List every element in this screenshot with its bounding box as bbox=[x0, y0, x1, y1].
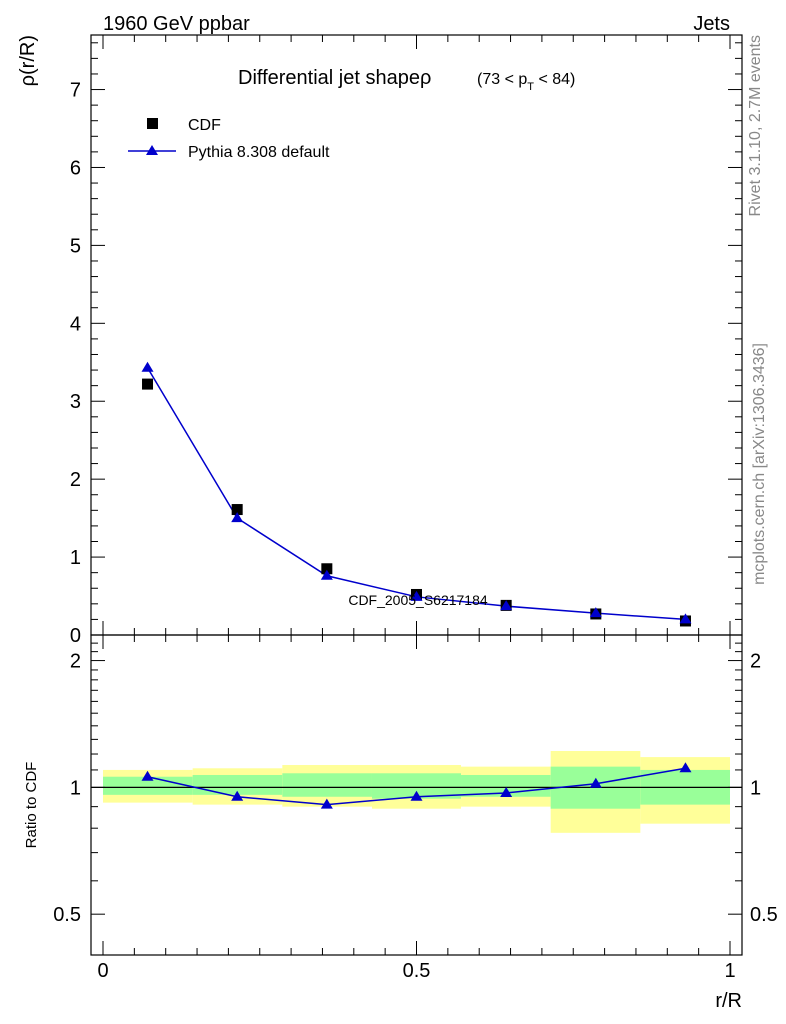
ratio-ylabel: Ratio to CDF bbox=[23, 762, 40, 849]
pythia-point bbox=[500, 600, 513, 611]
legend-marker-square bbox=[147, 118, 158, 129]
pythia-point bbox=[410, 590, 423, 601]
main-ytick-label: 3 bbox=[70, 391, 81, 413]
ratio-band-inner bbox=[282, 773, 372, 797]
ratio-pythia-point bbox=[141, 770, 154, 781]
main-ytick-label: 1 bbox=[70, 547, 81, 569]
legend-item-cdf: CDF bbox=[147, 117, 221, 134]
legend-item-pythia: Pythia 8.308 default bbox=[128, 144, 330, 161]
xlabel: r/R bbox=[715, 990, 742, 1012]
main-ytick-label: 2 bbox=[70, 469, 81, 491]
cdf-point bbox=[321, 563, 333, 575]
pythia-point bbox=[231, 512, 244, 523]
main-ytick-label: 5 bbox=[70, 235, 81, 257]
pythia-line bbox=[146, 367, 686, 621]
ratio-pythia-point bbox=[231, 790, 244, 801]
ratio-pythia-point bbox=[589, 777, 602, 788]
ratio-bands bbox=[103, 750, 730, 833]
main-panel: 0 1 2 3 4 5 6 7 CDF_2005_S6217184 bbox=[70, 34, 743, 647]
ratio-pythia-point bbox=[410, 790, 423, 801]
ratio-pythia-point bbox=[679, 762, 692, 773]
main-ytick-label: 7 bbox=[70, 80, 81, 102]
xtick-label: 1 bbox=[724, 960, 735, 982]
ratio-band-inner bbox=[192, 774, 283, 795]
pythia-point bbox=[679, 613, 692, 624]
ratio-panel: 0.5 0.5 1 1 2 2 0 0.5 1 bbox=[53, 634, 778, 982]
pythia-point bbox=[141, 361, 154, 372]
ratio-ytick-label: 0.5 bbox=[53, 904, 81, 926]
xtick-label: 0 bbox=[97, 960, 108, 982]
header-right: Jets bbox=[693, 13, 730, 35]
legend: CDF Pythia 8.308 default bbox=[128, 117, 330, 161]
watermark: CDF_2005_S6217184 bbox=[348, 592, 488, 608]
title-sub-subscript: T bbox=[527, 81, 534, 93]
pythia-point bbox=[589, 607, 602, 618]
main-ytick-label: 0 bbox=[70, 625, 81, 647]
ratio-marks bbox=[141, 762, 692, 809]
ratio-ytick-label-right: 1 bbox=[750, 777, 761, 799]
main-axes: 0 1 2 3 4 5 6 7 bbox=[70, 35, 742, 647]
side-label-mcplots: mcplots.cern.ch [arXiv:1306.3436] bbox=[751, 343, 768, 585]
cdf-point bbox=[231, 504, 243, 516]
cdf-point bbox=[142, 378, 154, 390]
side-label-rivet: Rivet 3.1.10, 2.7M events bbox=[747, 35, 764, 216]
main-title: Differential jet shapeρ (73 < pT < 84) bbox=[238, 67, 575, 93]
ratio-ytick-label-right: 0.5 bbox=[750, 904, 778, 926]
ratio-ytick-label: 1 bbox=[70, 777, 81, 799]
title-sub-prefix: (73 < p bbox=[477, 71, 527, 88]
main-marks bbox=[141, 361, 692, 627]
main-ytick-label: 4 bbox=[70, 313, 81, 335]
title-sub-suffix: < 84) bbox=[534, 71, 575, 88]
ratio-axes: 0.5 0.5 1 1 2 2 0 0.5 1 bbox=[53, 635, 778, 982]
ratio-ytick-label-right: 2 bbox=[750, 651, 761, 673]
main-title-text: Differential jet shapeρ bbox=[238, 67, 431, 89]
header-left: 1960 GeV ppbar bbox=[103, 13, 250, 35]
legend-label-cdf: CDF bbox=[188, 117, 221, 134]
main-ytick-label: 6 bbox=[70, 157, 81, 179]
xtick-label: 0.5 bbox=[403, 960, 431, 982]
pythia-point bbox=[320, 569, 333, 580]
ratio-ytick-label: 2 bbox=[70, 651, 81, 673]
main-title-sub: (73 < pT < 84) bbox=[477, 71, 575, 93]
main-ylabel: ρ(r/R) bbox=[17, 35, 39, 86]
legend-marker-triangle bbox=[146, 145, 158, 155]
ratio-pythia-point bbox=[500, 786, 513, 797]
ratio-pythia-point bbox=[320, 798, 333, 809]
legend-label-pythia: Pythia 8.308 default bbox=[188, 144, 330, 161]
